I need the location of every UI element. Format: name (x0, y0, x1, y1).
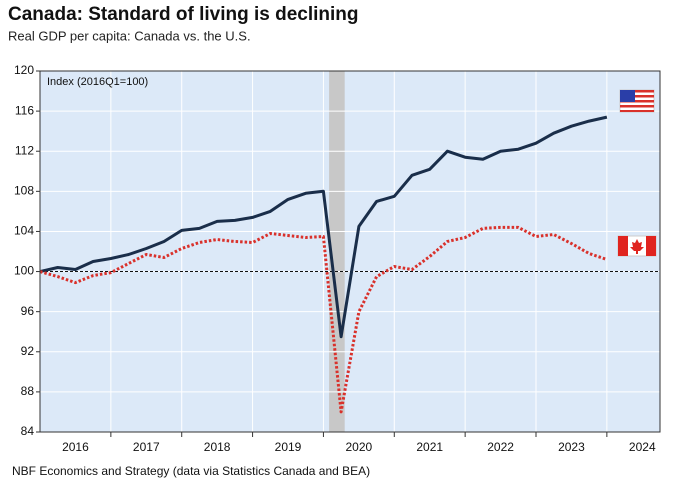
y-tick-label: 92 (21, 344, 35, 358)
chart-subtitle: Real GDP per capita: Canada vs. the U.S. (8, 28, 251, 43)
y-tick-label: 96 (21, 304, 35, 318)
y-tick-label: 88 (21, 384, 35, 398)
y-tick-label: 100 (14, 264, 34, 278)
x-tick-label: 2019 (275, 440, 302, 454)
x-tick-label: 2020 (346, 440, 373, 454)
x-tick-label: 2021 (416, 440, 443, 454)
x-tick-label: 2016 (62, 440, 89, 454)
y-tick-label: 108 (14, 184, 34, 198)
x-tick-label: 2023 (558, 440, 585, 454)
series-line (39, 115, 608, 339)
x-tick-label: 2018 (204, 440, 231, 454)
series-line (39, 225, 608, 414)
y-tick-label: 116 (15, 103, 34, 117)
x-tick-label: 2024 (629, 440, 656, 454)
plot-border (39, 70, 661, 433)
annotation: Index (2016Q1=100) (47, 76, 148, 88)
y-tick-label: 112 (15, 143, 34, 157)
us-flag (619, 89, 655, 113)
source: NBF Economics and Strategy (data via Sta… (12, 464, 370, 478)
canada-flag (617, 235, 657, 257)
y-tick-label: 84 (21, 424, 35, 438)
y-tick-label: 104 (14, 224, 34, 238)
chart-title: Canada: Standard of living is declining (8, 4, 359, 25)
y-tick-label: 120 (14, 63, 34, 77)
x-tick-label: 2017 (133, 440, 160, 454)
x-tick-label: 2022 (487, 440, 514, 454)
